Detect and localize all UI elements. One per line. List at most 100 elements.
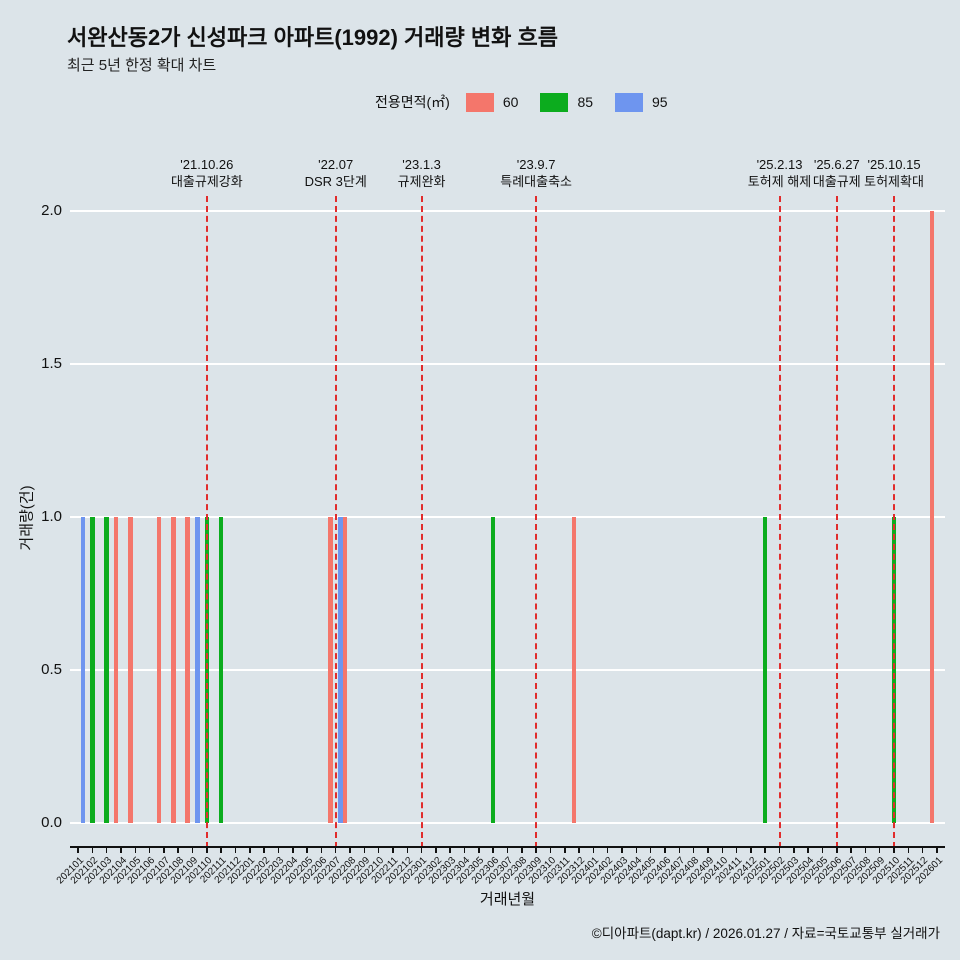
x-tick	[506, 848, 509, 853]
bar-60-202207	[328, 517, 333, 823]
bar-60-202107	[156, 517, 162, 823]
x-tick	[163, 848, 165, 853]
x-tick	[206, 848, 208, 853]
y-axis-title: 거래량(건)	[18, 485, 36, 551]
annotation-line	[334, 196, 337, 848]
chart-title: 서완산동2가 신성파크 아파트(1992) 거래량 변화 흐름	[67, 25, 558, 50]
bar-60-202109	[185, 517, 190, 823]
x-tick	[664, 848, 666, 853]
annotation-date: '23.9.7	[516, 157, 556, 172]
x-tick	[420, 848, 423, 853]
annotation-date: '22.07	[318, 157, 354, 172]
bar-60-202108	[170, 517, 176, 823]
legend-item-85: 85	[540, 92, 594, 112]
bar-60-202105	[127, 517, 133, 823]
bar-95-202101	[80, 517, 86, 823]
x-tick	[907, 848, 910, 853]
legend-title: 전용면적(㎡)	[375, 94, 450, 110]
x-tick	[234, 848, 237, 853]
x-tick	[793, 848, 795, 853]
x-tick	[564, 848, 566, 853]
x-tick	[277, 848, 280, 853]
x-tick	[864, 848, 867, 853]
annotation-label: 규제완화	[397, 174, 446, 189]
annotation-line	[835, 196, 838, 848]
x-tick	[721, 848, 723, 853]
annotation-label: 대출규제강화	[170, 174, 243, 189]
x-tick	[836, 848, 838, 853]
x-tick	[821, 848, 824, 853]
x-tick	[893, 848, 895, 853]
annotation-text: '23.9.7 특례대출축소	[466, 156, 606, 190]
y-tick-label: 1.0	[41, 508, 62, 525]
legend-label-85: 85	[577, 94, 594, 110]
bar-60-202104	[113, 517, 119, 823]
bar-60-202601	[929, 211, 935, 823]
y-tick-label: 0.0	[41, 814, 62, 831]
annotation-date: '25.2.13	[756, 157, 803, 172]
grid-line	[70, 516, 945, 518]
annotation-text: '25.2.13 토허제 해제	[710, 156, 850, 190]
x-tick	[678, 848, 681, 853]
legend-swatch-85	[540, 92, 569, 112]
annotation-label: 토허제 해제	[747, 174, 812, 189]
x-tick	[692, 848, 695, 853]
x-tick	[592, 848, 595, 853]
annotation-line	[893, 196, 896, 848]
legend-item-95: 95	[615, 92, 668, 112]
x-tick	[263, 848, 265, 853]
annotation-label: DSR 3단계	[304, 174, 367, 189]
x-tick	[306, 848, 308, 853]
x-tick	[936, 848, 938, 853]
x-tick	[148, 848, 151, 853]
annotation-text: '21.10.26 대출규제강화	[137, 156, 277, 190]
x-tick	[292, 848, 294, 853]
x-tick	[191, 848, 194, 853]
x-tick	[521, 848, 523, 853]
bar-85-202111	[218, 517, 224, 823]
grid-line	[70, 669, 945, 671]
grid-line	[70, 822, 945, 824]
x-tick	[649, 848, 652, 853]
bar-60-202312	[571, 517, 577, 823]
annotation-line	[420, 196, 423, 848]
x-tick	[735, 848, 738, 853]
annotation-label: 특례대출축소	[500, 174, 572, 189]
grid-line	[70, 210, 945, 212]
x-tick	[435, 848, 437, 853]
x-tick	[463, 848, 466, 853]
x-tick	[320, 848, 323, 853]
legend-entries: 60 85 95	[465, 92, 668, 112]
legend-label-60: 60	[502, 94, 519, 110]
bar-95-202109	[195, 517, 200, 823]
annotation-date: '23.1.3	[402, 157, 441, 172]
x-tick	[392, 848, 394, 853]
x-tick	[764, 848, 766, 853]
legend-swatch-60	[465, 92, 494, 112]
x-tick	[120, 848, 122, 853]
x-tick	[406, 848, 409, 853]
x-tick	[249, 848, 251, 853]
bar-85-202103	[104, 517, 109, 823]
annotation-date: '25.6.27	[813, 157, 860, 172]
x-tick	[750, 848, 752, 853]
annotation-line	[205, 196, 208, 848]
x-tick	[377, 848, 380, 853]
x-axis-line	[70, 846, 945, 848]
x-tick	[105, 848, 108, 853]
annotation-text: '25.6.27 대출규제	[767, 156, 907, 190]
x-tick	[77, 848, 79, 853]
x-tick	[549, 848, 552, 853]
x-tick	[134, 848, 137, 853]
legend-label-95: 95	[652, 94, 668, 110]
x-tick	[850, 848, 852, 853]
x-tick	[449, 848, 451, 853]
x-tick	[878, 848, 881, 853]
y-tick-label: 2.0	[41, 202, 62, 219]
annotation-line	[535, 196, 538, 848]
x-tick	[635, 848, 638, 853]
bar-85-202306	[490, 517, 496, 823]
x-tick	[606, 848, 609, 853]
x-tick	[220, 848, 222, 853]
